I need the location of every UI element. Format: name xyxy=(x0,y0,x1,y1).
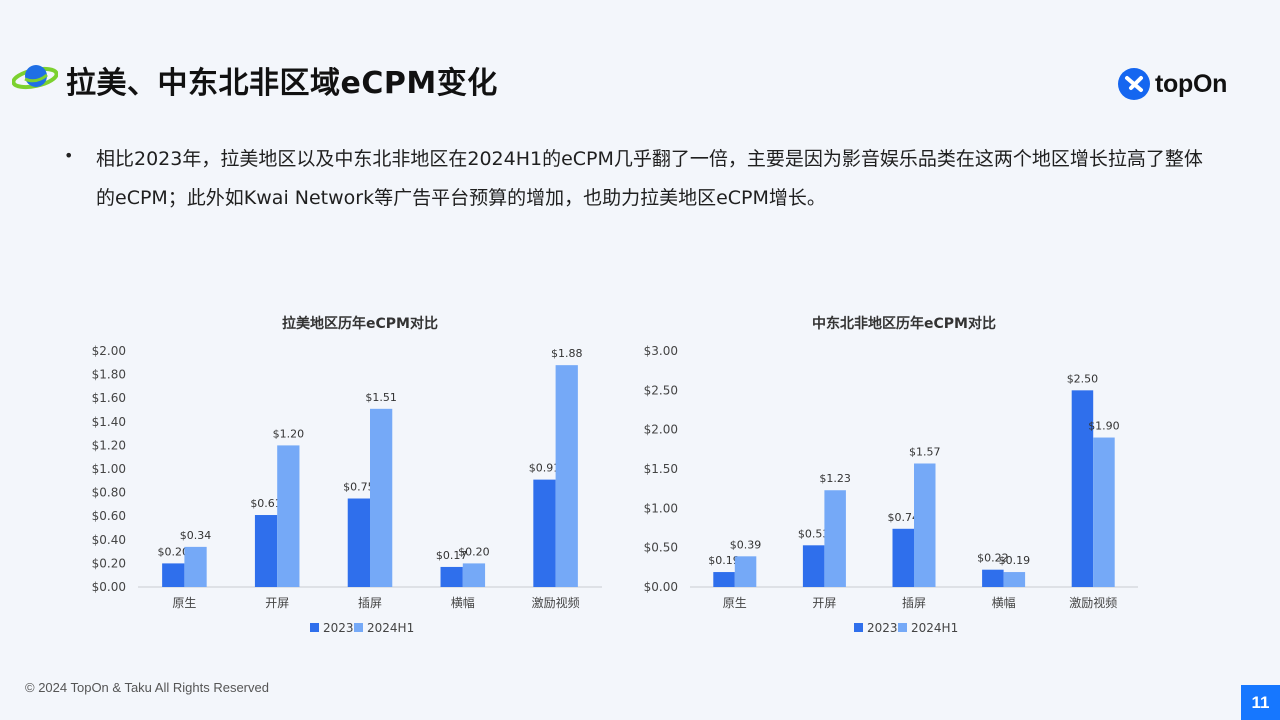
y-tick-label: $1.40 xyxy=(92,415,126,429)
data-label: $0.19 xyxy=(708,554,740,567)
y-tick-label: $0.50 xyxy=(644,541,678,555)
bullet-dot-icon: • xyxy=(64,146,74,165)
bar-2024H1-插屏 xyxy=(370,408,393,587)
bar-2023-插屏 xyxy=(347,498,370,587)
data-label: $0.75 xyxy=(343,481,375,494)
data-label: $2.50 xyxy=(1067,372,1099,385)
bar-2024H1-激励视频 xyxy=(1093,437,1115,587)
x-tick-label: 激励视频 xyxy=(532,595,580,610)
summary-text: 相比2023年，拉美地区以及中东北非地区在2024H1的eCPM几乎翻了一倍，主… xyxy=(96,148,1203,209)
bar-2024H1-原生 xyxy=(734,556,757,587)
bar-2024H1-横幅 xyxy=(1003,572,1026,587)
bar-2024H1-开屏 xyxy=(277,445,300,587)
bar-2024H1-插屏 xyxy=(914,463,936,587)
bar-2024H1-激励视频 xyxy=(555,365,578,587)
data-label: $0.53 xyxy=(798,527,830,540)
bar-2024H1-横幅 xyxy=(462,563,486,587)
y-tick-label: $2.00 xyxy=(644,423,678,437)
y-tick-label: $1.80 xyxy=(92,368,126,382)
legend-label: 2024H1 xyxy=(911,621,958,635)
y-tick-label: $0.20 xyxy=(92,556,126,570)
bar-2023-横幅 xyxy=(440,566,463,587)
copyright-text: © 2024 TopOn & Taku All Rights Reserved xyxy=(25,680,269,695)
x-tick-label: 原生 xyxy=(723,596,747,610)
legend-swatch-2024H1 xyxy=(354,623,363,632)
bar-2023-插屏 xyxy=(892,528,914,587)
y-tick-label: $2.00 xyxy=(92,344,126,358)
x-tick-label: 开屏 xyxy=(812,596,836,610)
data-label: $1.88 xyxy=(551,347,583,360)
bar-2023-横幅 xyxy=(982,569,1004,587)
chart-title: 中东北非地区历年eCPM对比 xyxy=(812,315,996,332)
legend-label: 2024H1 xyxy=(367,621,414,635)
data-label: $0.22 xyxy=(977,552,1009,565)
data-label: $0.17 xyxy=(436,549,468,562)
y-tick-label: $0.00 xyxy=(644,580,678,594)
bar-2024H1-原生 xyxy=(184,546,207,587)
chart-mena-svg: 中东北非地区历年eCPM对比 $0.00 $0.50 $1.00 $1.50 $2.00 $… xyxy=(644,315,1138,635)
data-label: $1.20 xyxy=(273,427,305,440)
x-tick-label: 插屏 xyxy=(358,596,382,610)
y-tick-label: $0.40 xyxy=(92,533,126,547)
y-tick-label: $1.60 xyxy=(92,391,126,405)
legend-swatch-2023 xyxy=(854,623,863,632)
chart-latam: 拉美地区历年eCPM对比 $0.00 $0.20 $0.40 $0.60 $0.80 $1.… xyxy=(60,300,620,650)
y-tick-label: $0.00 xyxy=(92,580,126,594)
summary-bullet: • 相比2023年，拉美地区以及中东北非地区在2024H1的eCPM几乎翻了一倍… xyxy=(62,140,1212,237)
data-label: $0.74 xyxy=(887,511,919,524)
x-tick-label: 横幅 xyxy=(992,595,1016,610)
x-tick-label: 激励视频 xyxy=(1069,595,1117,610)
bar-2023-原生 xyxy=(162,563,185,587)
y-tick-label: $1.00 xyxy=(644,501,678,515)
data-label: $1.90 xyxy=(1088,420,1120,433)
y-tick-label: $2.50 xyxy=(644,383,678,397)
brand-name: topOn xyxy=(1155,69,1228,98)
y-tick-label: $0.80 xyxy=(92,486,126,500)
data-label: $0.91 xyxy=(529,462,561,475)
data-label: $0.39 xyxy=(730,538,762,551)
y-tick-label: $1.00 xyxy=(92,462,126,476)
bar-2023-激励视频 xyxy=(533,479,556,587)
planet-icon xyxy=(12,65,58,90)
topon-logo-icon xyxy=(1118,68,1150,100)
y-tick-label: $0.60 xyxy=(92,509,126,523)
x-tick-label: 原生 xyxy=(172,596,196,610)
data-label: $1.57 xyxy=(909,445,941,458)
x-tick-label: 开屏 xyxy=(265,596,289,610)
data-label: $0.20 xyxy=(158,545,190,558)
data-label: $1.51 xyxy=(365,391,397,404)
page-title: 拉美、中东北非区域eCPM变化 xyxy=(66,66,498,101)
page-number: 11 xyxy=(1241,685,1280,720)
data-label: $0.19 xyxy=(999,554,1031,567)
x-tick-label: 横幅 xyxy=(451,595,475,610)
bar-2023-原生 xyxy=(713,572,735,587)
y-tick-label: $3.00 xyxy=(644,344,678,358)
bar-2023-激励视频 xyxy=(1071,390,1094,587)
data-label: $0.20 xyxy=(458,545,490,558)
data-label: $0.61 xyxy=(250,497,282,510)
brand-logo: topOn xyxy=(1117,66,1227,102)
data-label: $1.23 xyxy=(819,472,851,485)
legend-label: 2023 xyxy=(867,621,898,635)
chart-mena: 中东北非地区历年eCPM对比 $0.00 $0.50 $1.00 $1.50 $2.00 $… xyxy=(610,300,1170,650)
data-label: $0.34 xyxy=(180,529,212,542)
bar-2023-开屏 xyxy=(802,545,825,587)
chart-latam-svg: 拉美地区历年eCPM对比 $0.00 $0.20 $0.40 $0.60 $0.80 $1.… xyxy=(92,315,602,635)
legend-swatch-2024H1 xyxy=(898,623,907,632)
bar-2024H1-开屏 xyxy=(824,490,846,587)
bar-2023-开屏 xyxy=(254,515,278,587)
legend-label: 2023 xyxy=(323,621,354,635)
legend-swatch-2023 xyxy=(310,623,319,632)
y-tick-label: $1.50 xyxy=(644,462,678,476)
x-tick-label: 插屏 xyxy=(902,596,926,610)
chart-title: 拉美地区历年eCPM对比 xyxy=(282,315,438,332)
header: 拉美、中东北非区域eCPM变化 topOn xyxy=(0,0,1280,120)
y-tick-label: $1.20 xyxy=(92,438,126,452)
